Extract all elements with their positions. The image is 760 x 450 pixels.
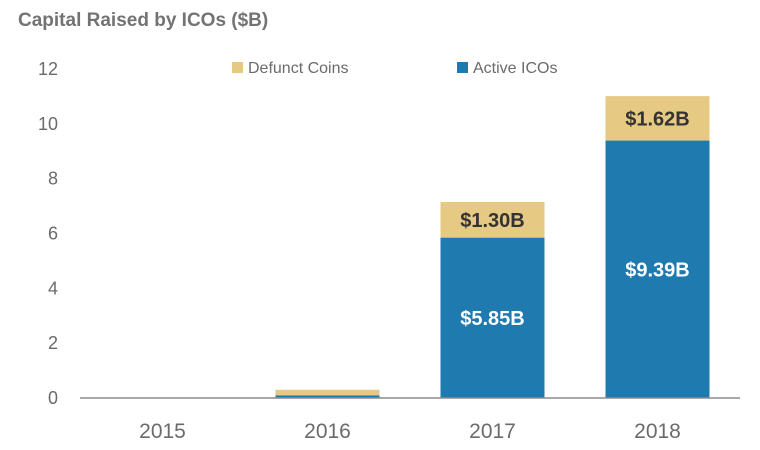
y-tick-label: 4 [48, 278, 58, 298]
x-tick-label: 2016 [304, 420, 351, 443]
y-tick-label: 0 [48, 388, 58, 408]
y-tick-label: 10 [38, 114, 58, 134]
bar-defunct-coins-2017 [440, 201, 545, 238]
legend-swatch-active-icos [457, 62, 468, 73]
bar-defunct-coins-2018 [605, 96, 710, 141]
x-tick-label: 2017 [469, 420, 516, 443]
bar-active-icos-2016 [275, 395, 380, 398]
x-tick-label: 2015 [139, 420, 186, 443]
legend-label: Defunct Coins [248, 60, 349, 77]
bar-defunct-coins-2016 [275, 389, 380, 396]
bar-label-2018: $1.62B [625, 108, 690, 130]
legend-swatch-defunct-coins [232, 62, 243, 73]
bar-label-2017: $5.85B [460, 308, 525, 330]
chart-title: Capital Raised by ICOs ($B) [18, 10, 269, 31]
bar-active-icos-2017 [440, 237, 545, 398]
bar-label-2018: $9.39B [625, 259, 690, 281]
y-tick-label: 2 [48, 333, 58, 353]
bar-active-icos-2018 [605, 140, 710, 398]
y-tick-label: 12 [38, 59, 58, 79]
y-tick-label: 8 [48, 169, 58, 189]
y-tick-label: 6 [48, 224, 58, 244]
bar-label-2017: $1.30B [460, 210, 525, 232]
legend-label: Active ICOs [473, 60, 557, 77]
x-tick-label: 2018 [634, 420, 681, 443]
